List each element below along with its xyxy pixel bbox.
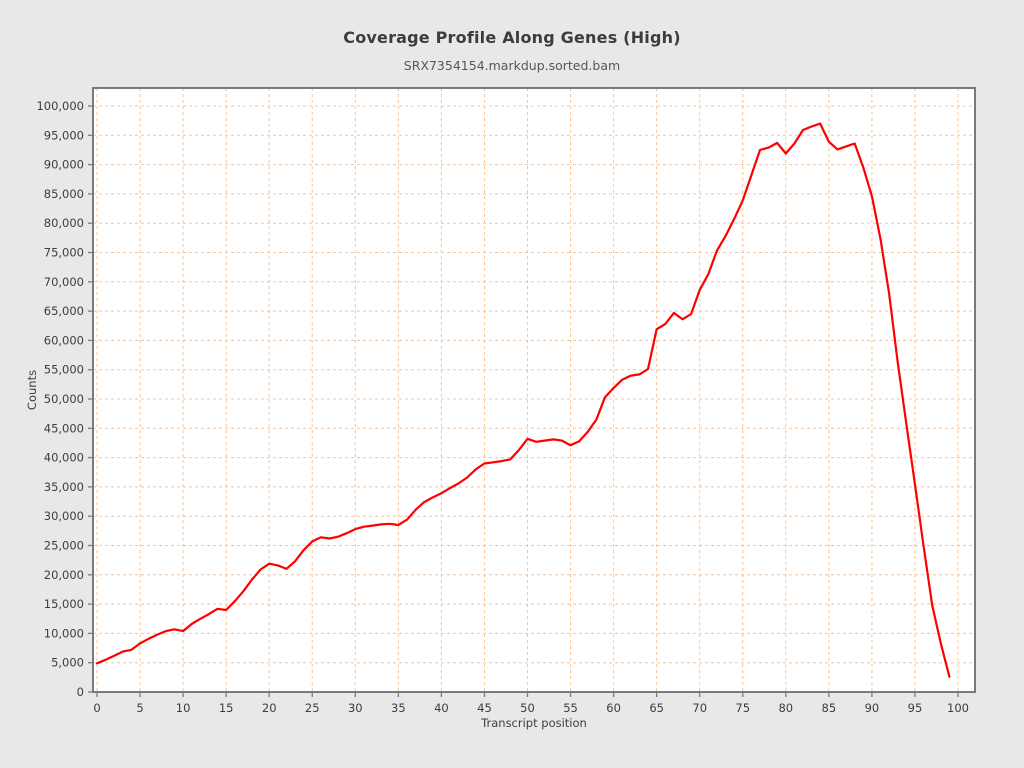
y-tick-label: 80,000 bbox=[44, 216, 84, 230]
y-tick-label: 30,000 bbox=[44, 509, 84, 523]
x-tick-label: 0 bbox=[93, 701, 100, 715]
y-tick-label: 0 bbox=[77, 685, 84, 699]
plot-area bbox=[93, 88, 975, 692]
x-tick-label: 75 bbox=[735, 701, 750, 715]
x-tick-label: 55 bbox=[563, 701, 578, 715]
x-tick-label: 50 bbox=[520, 701, 535, 715]
y-tick-label: 45,000 bbox=[44, 421, 84, 435]
y-tick-label: 65,000 bbox=[44, 304, 84, 318]
y-tick-label: 10,000 bbox=[44, 626, 84, 640]
chart-title: Coverage Profile Along Genes (High) bbox=[343, 28, 681, 47]
x-tick-label: 5 bbox=[136, 701, 143, 715]
y-tick-label: 50,000 bbox=[44, 392, 84, 406]
y-tick-label: 40,000 bbox=[44, 451, 84, 465]
y-tick-label: 5,000 bbox=[51, 656, 84, 670]
x-tick-label: 15 bbox=[219, 701, 234, 715]
y-tick-label: 85,000 bbox=[44, 187, 84, 201]
series-line-coverage bbox=[95, 122, 951, 678]
x-tick-label: 70 bbox=[692, 701, 707, 715]
y-tick-label: 35,000 bbox=[44, 480, 84, 494]
chart-subtitle: SRX7354154.markdup.sorted.bam bbox=[403, 58, 621, 73]
y-tick-label: 20,000 bbox=[44, 568, 84, 582]
y-tick-label: 60,000 bbox=[44, 333, 84, 347]
x-tick-label: 10 bbox=[176, 701, 191, 715]
x-tick-label: 80 bbox=[778, 701, 793, 715]
x-tick-label: 35 bbox=[391, 701, 406, 715]
y-tick-label: 25,000 bbox=[44, 539, 84, 553]
y-tick-label: 95,000 bbox=[44, 128, 84, 142]
x-tick-label: 30 bbox=[348, 701, 363, 715]
y-tick-label: 15,000 bbox=[44, 597, 84, 611]
y-tick-label: 75,000 bbox=[44, 246, 84, 260]
x-tick-label: 25 bbox=[305, 701, 320, 715]
x-tick-label: 20 bbox=[262, 701, 277, 715]
x-tick-label: 95 bbox=[908, 701, 923, 715]
x-tick-label: 90 bbox=[865, 701, 880, 715]
y-axis-label: Counts bbox=[25, 370, 39, 410]
y-tick-label: 90,000 bbox=[44, 158, 84, 172]
x-tick-label: 40 bbox=[434, 701, 449, 715]
y-tick-label: 70,000 bbox=[44, 275, 84, 289]
plot-frame bbox=[92, 87, 976, 693]
x-tick-label: 65 bbox=[649, 701, 664, 715]
x-tick-label: 100 bbox=[947, 701, 969, 715]
x-tick-label: 45 bbox=[477, 701, 492, 715]
x-tick-label: 85 bbox=[822, 701, 837, 715]
y-tick-label: 55,000 bbox=[44, 363, 84, 377]
y-tick-label: 100,000 bbox=[36, 99, 84, 113]
x-tick-label: 60 bbox=[606, 701, 621, 715]
x-axis-label: Transcript position bbox=[480, 716, 587, 730]
